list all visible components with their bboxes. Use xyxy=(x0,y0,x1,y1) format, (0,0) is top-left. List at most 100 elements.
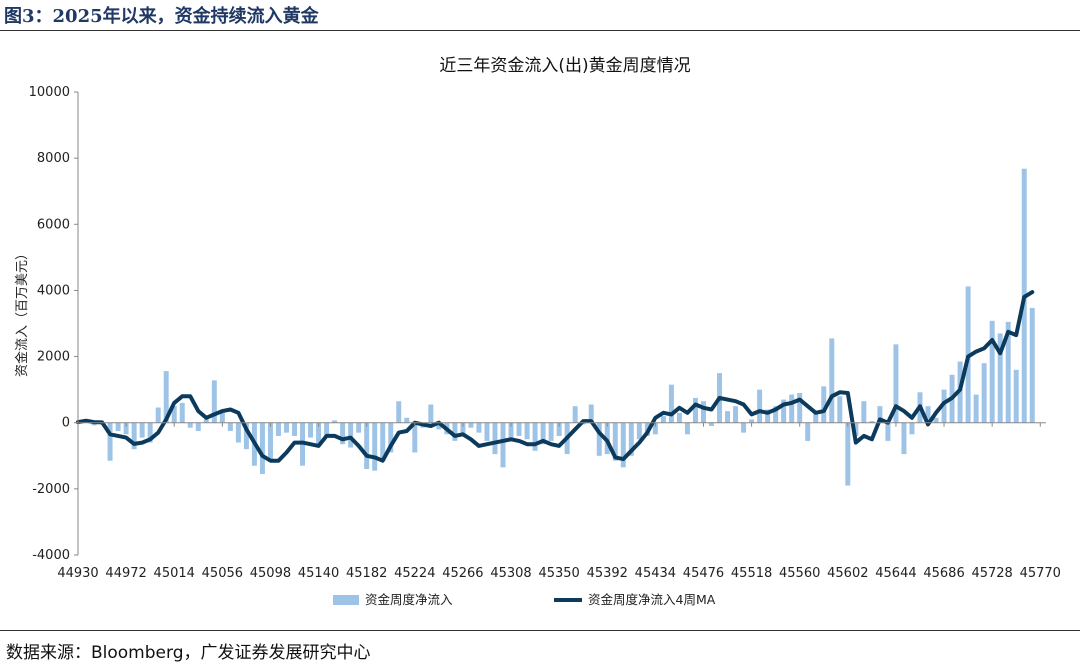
bar xyxy=(933,417,939,423)
bar xyxy=(484,422,490,441)
bar xyxy=(316,422,322,445)
bar xyxy=(973,394,979,423)
bar xyxy=(636,422,642,440)
legend-line-label: 资金周度净流入4周MA xyxy=(588,592,716,607)
x-tick-label: 45182 xyxy=(346,566,387,581)
bar xyxy=(813,411,819,423)
y-axis-label: 资金流入（百万美元） xyxy=(14,247,30,377)
bar xyxy=(436,422,442,430)
bar xyxy=(235,422,241,443)
bar xyxy=(388,422,394,453)
bottom-rule xyxy=(0,630,1080,631)
bar xyxy=(195,422,201,431)
y-tick-label: 10000 xyxy=(29,85,70,100)
bar xyxy=(725,411,731,423)
bar xyxy=(227,422,233,431)
bar xyxy=(925,406,931,423)
y-tick-label: -4000 xyxy=(32,548,70,563)
bar xyxy=(773,406,779,423)
bar xyxy=(596,422,602,456)
bar xyxy=(548,422,554,441)
x-tick-label: 45140 xyxy=(298,566,339,581)
bar xyxy=(115,422,121,431)
bar xyxy=(500,422,506,468)
x-tick-label: 45434 xyxy=(635,566,676,581)
bar xyxy=(765,409,771,423)
bar xyxy=(612,422,618,461)
y-tick-label: 8000 xyxy=(37,151,70,166)
bar xyxy=(997,333,1003,423)
legend-bar-label: 资金周度净流入 xyxy=(365,592,453,607)
bar xyxy=(267,422,273,461)
bar xyxy=(308,422,314,438)
y-tick-label: 0 xyxy=(62,416,70,431)
x-tick-label: 45014 xyxy=(154,566,195,581)
bar xyxy=(668,384,674,423)
bar xyxy=(909,422,915,435)
bar xyxy=(869,421,875,423)
bar xyxy=(628,422,634,456)
bar xyxy=(676,412,682,423)
bar xyxy=(532,422,538,451)
x-tick-label: 45098 xyxy=(250,566,291,581)
x-tick-label: 45770 xyxy=(1020,566,1061,581)
bar xyxy=(652,422,658,435)
bar xyxy=(492,422,498,455)
bar xyxy=(211,380,217,423)
bar xyxy=(757,389,763,423)
bar xyxy=(540,422,546,445)
bar xyxy=(797,392,803,423)
bar xyxy=(1005,321,1011,423)
bar xyxy=(123,422,129,435)
bar xyxy=(404,417,410,423)
bar xyxy=(981,363,987,423)
bar xyxy=(989,320,995,423)
bar xyxy=(380,422,386,461)
bar xyxy=(187,422,193,428)
bar xyxy=(284,422,289,433)
bar xyxy=(412,422,418,453)
y-tick-label: 4000 xyxy=(37,283,70,298)
bar xyxy=(781,399,787,423)
bar xyxy=(243,422,249,450)
bar xyxy=(620,422,626,468)
y-tick-label: 6000 xyxy=(37,217,70,232)
chart: 近三年资金流入(出)黄金周度情况 资金流入（百万美元） -4000 -2000 0 2… xyxy=(14,56,1061,607)
legend-bar-swatch xyxy=(333,595,359,605)
x-tick-label: 44972 xyxy=(105,566,146,581)
bar xyxy=(700,401,706,423)
bar xyxy=(660,416,666,423)
bar xyxy=(893,344,899,423)
bar xyxy=(364,422,370,470)
x-tick-label: 45686 xyxy=(923,566,964,581)
bar xyxy=(941,389,947,423)
bar xyxy=(179,402,185,423)
bar xyxy=(476,422,482,433)
x-tick-label: 45518 xyxy=(731,566,772,581)
bar xyxy=(709,422,714,427)
bar xyxy=(524,422,530,440)
bar xyxy=(556,422,562,436)
bar xyxy=(853,422,859,436)
x-tick-label: 45602 xyxy=(827,566,868,581)
bar xyxy=(805,422,811,441)
x-tick-label: 45728 xyxy=(971,566,1012,581)
x-tick-label: 45056 xyxy=(202,566,243,581)
bar xyxy=(452,422,458,441)
bar xyxy=(356,422,362,433)
y-tick-label: -2000 xyxy=(32,482,70,497)
bar xyxy=(219,412,225,423)
bar xyxy=(789,394,795,423)
x-tick-label: 45392 xyxy=(587,566,628,581)
bar xyxy=(1013,369,1019,423)
bar xyxy=(340,422,346,445)
bar xyxy=(372,422,378,471)
bar xyxy=(155,407,161,423)
chart-title: 近三年资金流入(出)黄金周度情况 xyxy=(439,56,690,76)
bar xyxy=(428,404,434,423)
bar xyxy=(275,422,281,436)
x-tick-label: 45308 xyxy=(490,566,531,581)
bar xyxy=(348,422,354,448)
bar xyxy=(139,422,145,438)
source-note: 数据来源：Bloomberg，广发证券发展研究中心 xyxy=(6,643,371,663)
